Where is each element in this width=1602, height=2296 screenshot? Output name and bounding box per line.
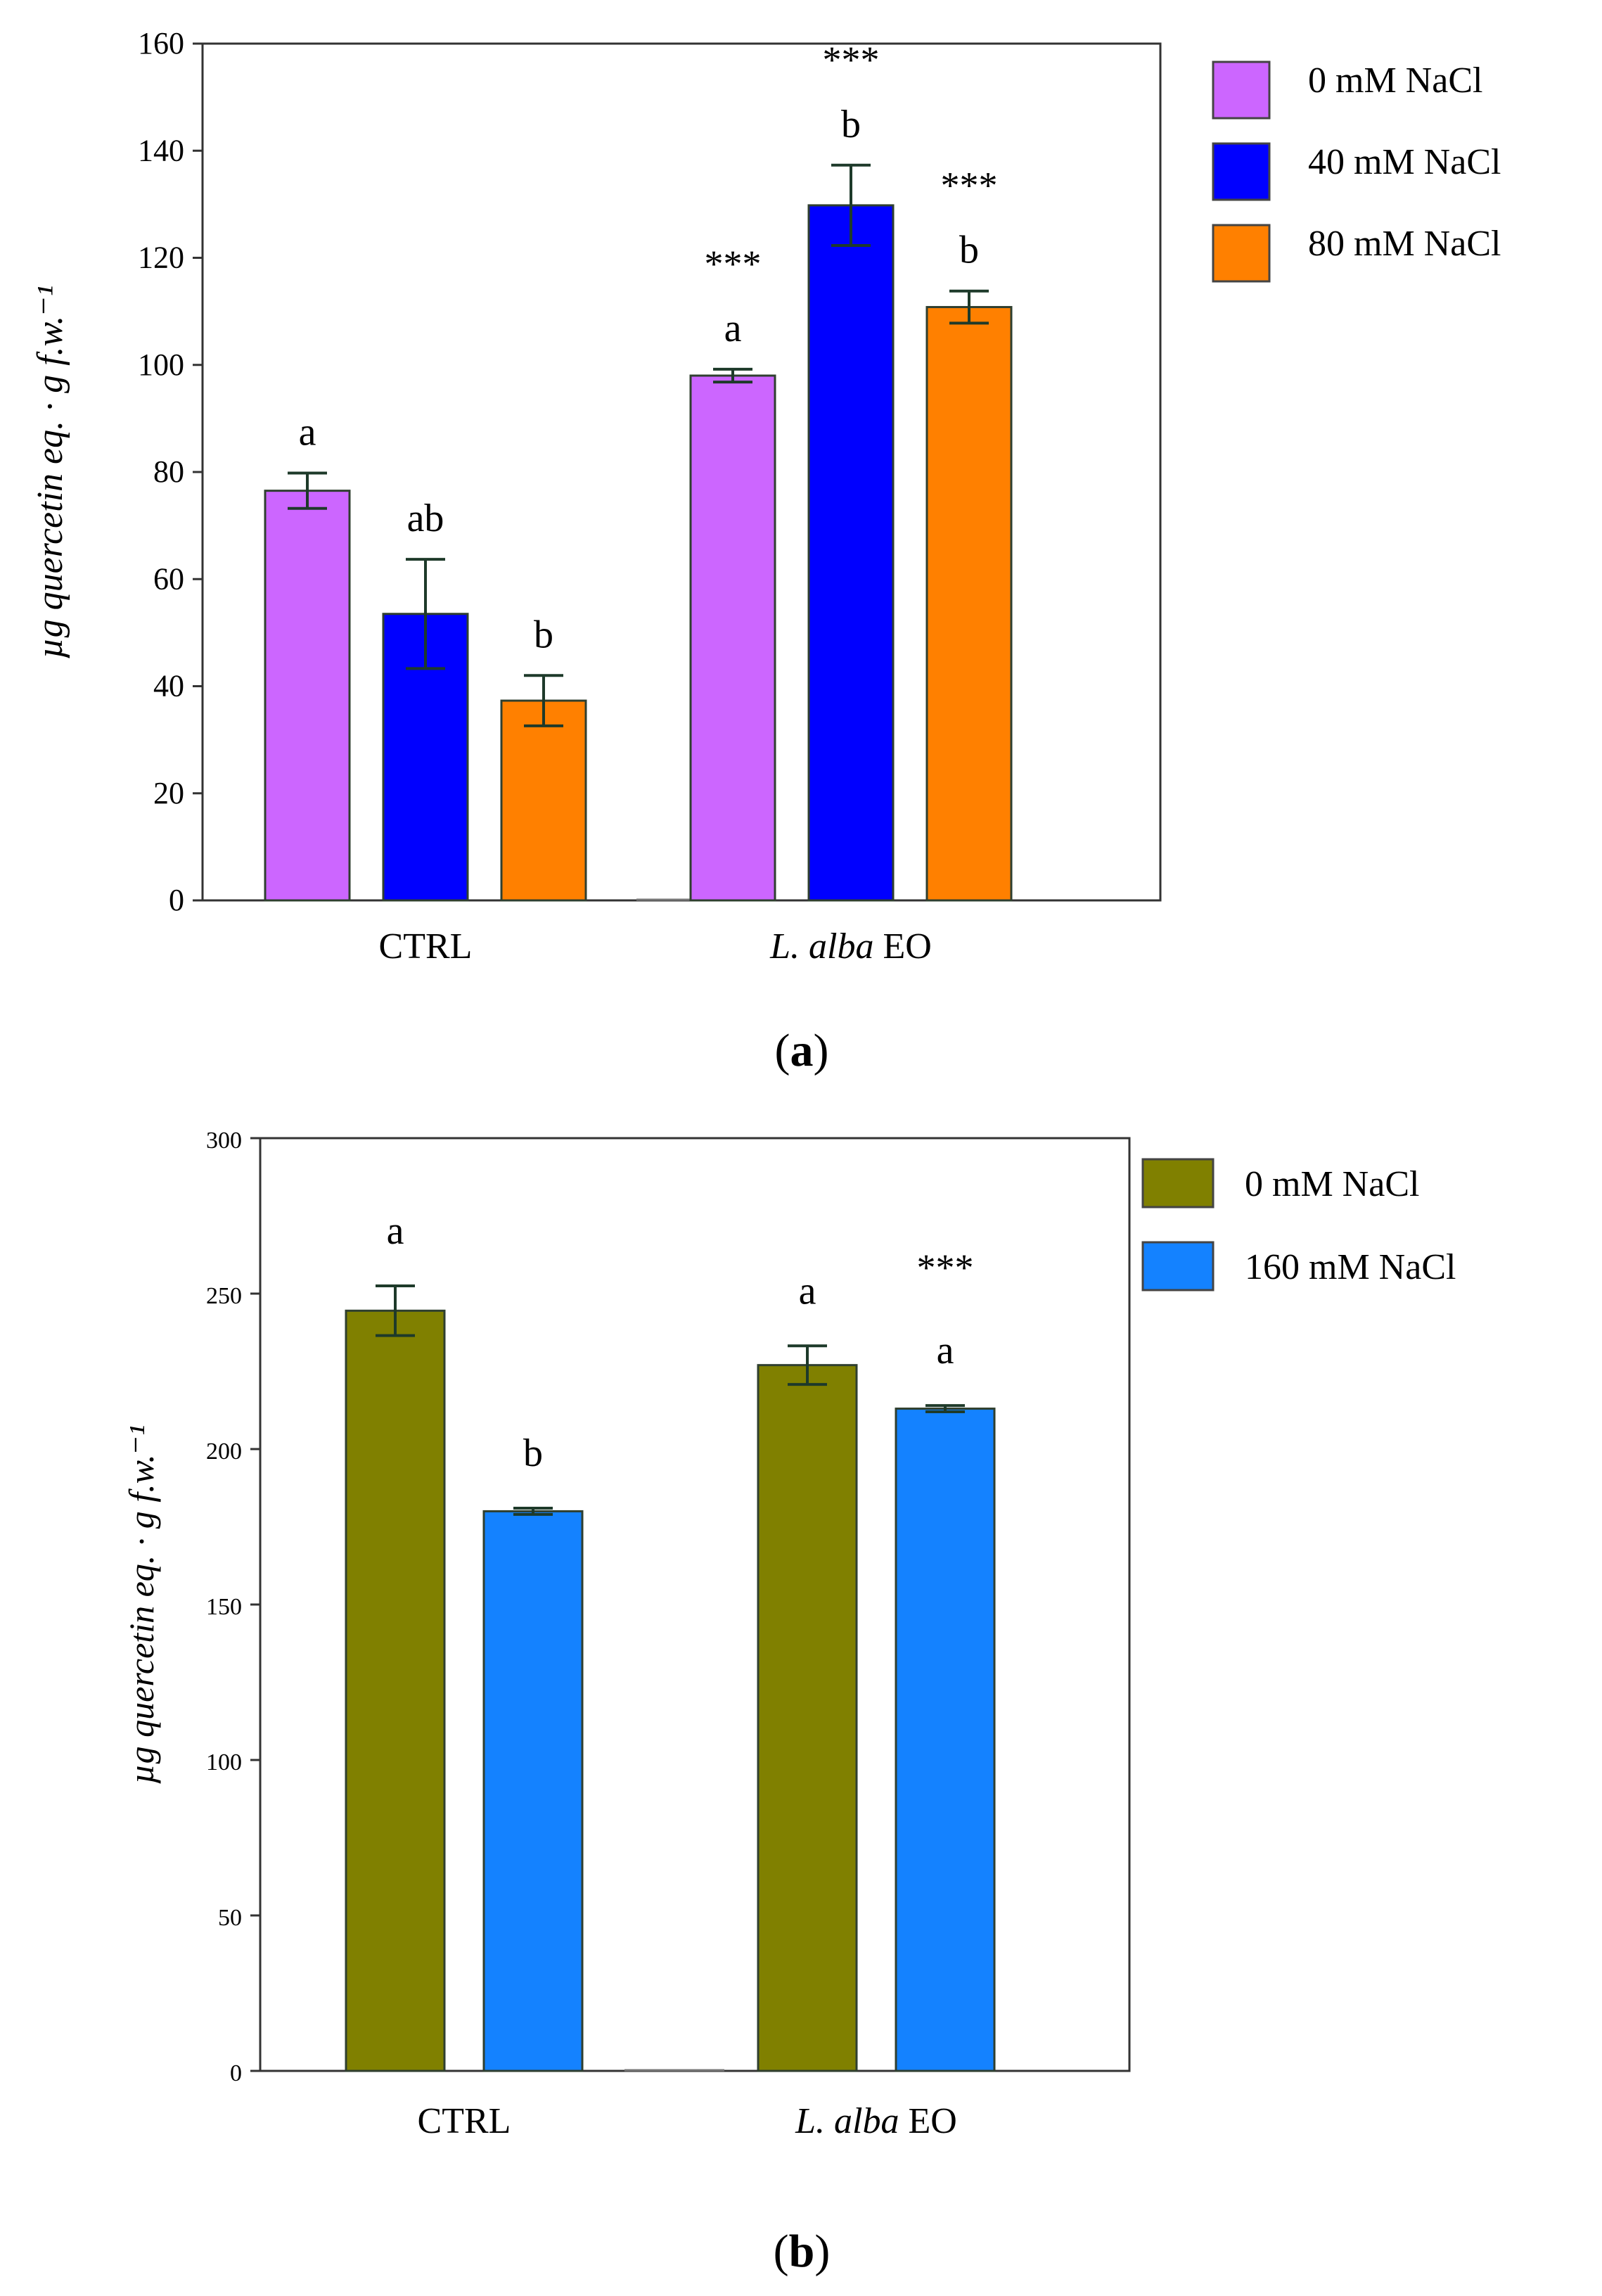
b-legend-swatch	[1141, 1241, 1215, 1292]
a-bar	[500, 699, 587, 902]
a-ytick-label: 80	[153, 454, 184, 489]
a-significance-stars: ***	[941, 165, 998, 207]
b-significance-letter: a	[937, 1329, 954, 1372]
b-panel-label: (b)	[774, 2226, 831, 2277]
a-ytick-label: 40	[153, 669, 184, 703]
b-ytick-label: 100	[206, 1749, 242, 1775]
a-bar	[807, 204, 895, 902]
a-significance-letter: b	[534, 613, 553, 656]
b-significance-letter: a	[387, 1209, 404, 1253]
a-significance-letter: a	[299, 411, 316, 454]
a-significance-letter: b	[959, 229, 979, 272]
b-ytick-label: 0	[230, 2060, 242, 2086]
b-bar	[895, 1408, 996, 2072]
a-significance-stars: ***	[823, 39, 880, 81]
a-legend-swatch	[1212, 224, 1271, 283]
b-bar	[757, 1364, 858, 2072]
chart-a: 0 20 40 60 80 100 120 140 160 µg quercetin eq. · …	[30, 26, 1501, 1076]
a-category-label: CTRL	[379, 926, 473, 967]
a-bar	[264, 490, 351, 902]
a-ytick-label: 100	[138, 347, 184, 382]
a-legend-label: 0 mM NaCl	[1308, 60, 1482, 101]
b-legend-swatch	[1141, 1158, 1215, 1208]
a-legend-swatch	[1212, 60, 1271, 120]
a-significance-letter: b	[841, 103, 861, 146]
a-ytick-label: 60	[153, 561, 184, 596]
a-category-label: L. alba EO	[769, 926, 932, 967]
b-ytick-label: 300	[206, 1128, 242, 1154]
a-bar	[689, 374, 776, 902]
a-ytick-label: 20	[153, 776, 184, 810]
b-y-axis-label: µg quercetin eq. · g f.w.⁻¹	[122, 1425, 161, 1784]
b-category-label: CTRL	[418, 2101, 511, 2141]
a-legend-swatch	[1212, 142, 1271, 201]
a-significance-stars: ***	[705, 243, 762, 285]
a-bar	[925, 306, 1013, 902]
b-ytick-label: 200	[206, 1439, 242, 1465]
b-legend-label: 160 mM NaCl	[1245, 1247, 1456, 1287]
a-ytick-label: 160	[138, 26, 184, 60]
a-significance-letter: ab	[407, 497, 444, 540]
a-significance-letter: a	[724, 307, 742, 350]
a-panel-label: (a)	[775, 1025, 829, 1076]
a-ytick-label: 120	[138, 241, 184, 275]
b-legend-label: 0 mM NaCl	[1245, 1164, 1419, 1204]
b-significance-letter: b	[523, 1431, 543, 1475]
b-ytick-label: 250	[206, 1283, 242, 1309]
b-ytick-label: 150	[206, 1594, 242, 1620]
b-significance-letter: a	[799, 1269, 816, 1313]
b-bar	[345, 1309, 446, 2072]
chart-b: 0 50 100 150 200 250 300 µg quercetin eq. · g f…	[122, 1128, 1456, 2277]
a-legend-label: 80 mM NaCl	[1308, 224, 1501, 264]
b-significance-stars: ***	[917, 1246, 974, 1289]
a-ytick-label: 0	[169, 883, 184, 917]
b-bar	[482, 1510, 584, 2072]
a-legend-label: 40 mM NaCl	[1308, 142, 1501, 182]
a-y-axis-label: µg quercetin eq. · g f.w.⁻¹	[30, 286, 70, 659]
b-ytick-label: 50	[218, 1905, 242, 1931]
b-category-label: L. alba EO	[795, 2101, 957, 2141]
a-ytick-label: 140	[138, 133, 184, 167]
